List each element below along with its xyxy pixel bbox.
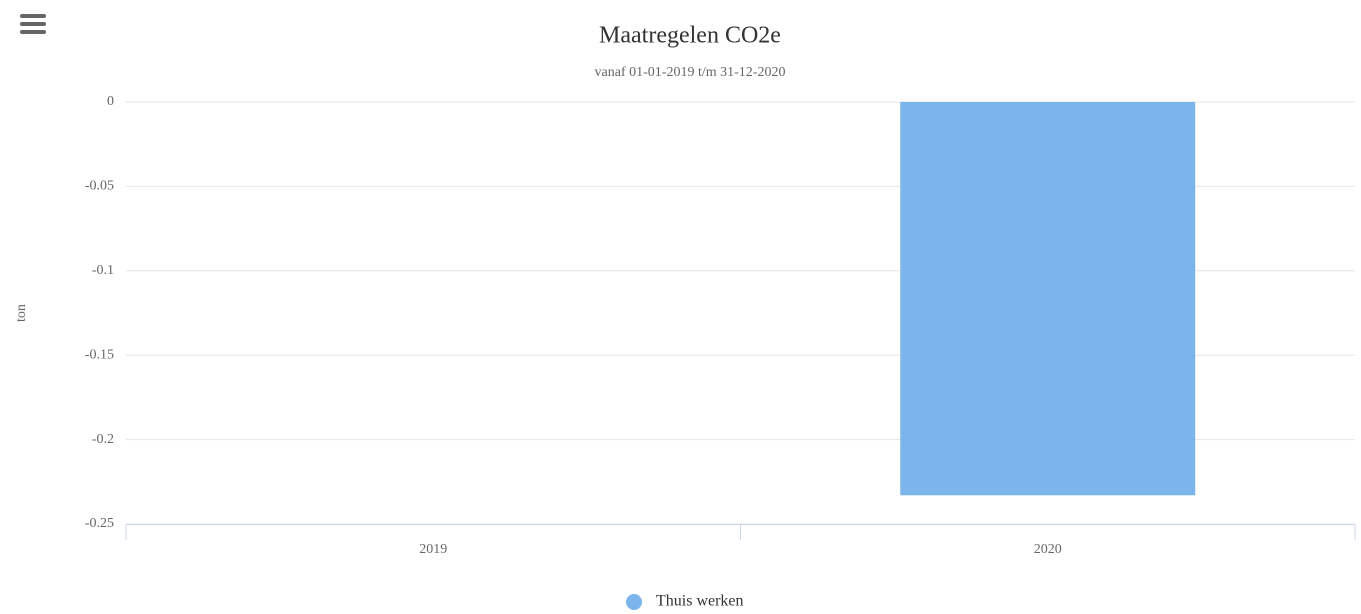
menu-button[interactable]: [20, 14, 46, 34]
y-axis-label: ton: [14, 304, 29, 322]
legend-label: Thuis werken: [656, 593, 744, 610]
y-tick-label: -0.1: [92, 263, 114, 278]
bar: [900, 102, 1196, 496]
x-tick-label: 2020: [1034, 542, 1062, 557]
y-tick-label: 0: [107, 94, 114, 109]
y-tick-label: -0.25: [85, 516, 114, 531]
menu-bar[interactable]: [20, 22, 46, 26]
y-tick-label: -0.2: [92, 432, 114, 447]
menu-bar[interactable]: [20, 30, 46, 34]
legend-marker: [626, 594, 642, 610]
y-tick-label: -0.15: [85, 347, 114, 362]
menu-bar[interactable]: [20, 14, 46, 18]
x-tick-label: 2019: [419, 542, 447, 557]
y-tick-label: -0.05: [85, 179, 114, 194]
chart-subtitle: vanaf 01-01-2019 t/m 31-12-2020: [595, 65, 786, 80]
chart-title: Maatregelen CO2e: [599, 23, 781, 49]
